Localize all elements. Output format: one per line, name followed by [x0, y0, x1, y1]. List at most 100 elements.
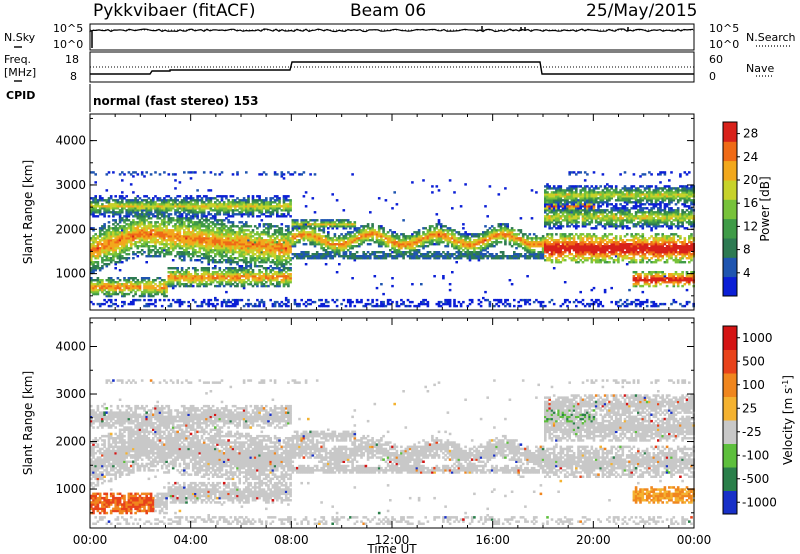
- power-heatmap-cell: [364, 225, 368, 228]
- power-heatmap-cell: [559, 201, 563, 204]
- power-heatmap-cell: [216, 253, 219, 256]
- power-heatmap-cell: [149, 225, 153, 228]
- power-heatmap-cell: [225, 273, 228, 276]
- power-heatmap-cell: [364, 255, 368, 258]
- power-heatmap-cell: [282, 199, 286, 202]
- power-heatmap-cell: [129, 233, 133, 236]
- power-heatmap-cell: [227, 259, 230, 262]
- power-heatmap-cell: [198, 229, 202, 232]
- power-heatmap-cell: [546, 259, 549, 262]
- power-heatmap-cell: [358, 237, 361, 240]
- power-heatmap-cell: [559, 193, 563, 196]
- power-heatmap-cell: [231, 195, 235, 198]
- power-heatmap-cell: [322, 241, 326, 244]
- power-heatmap-cell: [369, 243, 372, 246]
- power-heatmap-cell: [134, 227, 137, 230]
- power-heatmap-cell: [205, 195, 208, 198]
- power-heatmap-cell: [280, 259, 284, 262]
- power-heatmap-cell: [532, 251, 536, 254]
- power-heatmap-cell: [185, 237, 188, 240]
- power-heatmap-cell: [488, 304, 492, 308]
- power-heatmap-cell: [202, 279, 206, 282]
- power-heatmap-cell: [369, 302, 372, 306]
- power-heatmap-cell: [112, 281, 115, 284]
- power-heatmap-cell: [200, 239, 204, 242]
- power-heatmap-cell: [220, 261, 224, 264]
- power-heatmap-cell: [96, 249, 100, 252]
- power-heatmap-cell: [231, 259, 235, 262]
- power-heatmap-cell: [311, 241, 315, 244]
- power-heatmap-cell: [174, 209, 177, 212]
- power-heatmap-cell: [202, 271, 206, 274]
- power-heatmap-cell: [466, 245, 470, 248]
- power-heatmap-cell: [105, 201, 109, 204]
- power-heatmap-cell: [262, 231, 266, 234]
- power-heatmap-cell: [557, 243, 560, 246]
- power-heatmap-cell: [462, 239, 465, 242]
- power-heatmap-cell: [127, 279, 131, 282]
- power-heatmap-cell: [391, 257, 394, 260]
- power-heatmap-cell: [526, 237, 529, 240]
- power-heatmap-cell: [112, 251, 115, 254]
- power-heatmap-cell: [240, 227, 244, 230]
- power-heatmap-cell: [355, 229, 359, 232]
- power-heatmap-cell: [287, 199, 290, 202]
- power-heatmap-cell: [165, 201, 168, 204]
- power-heatmap-cell: [442, 237, 445, 240]
- power-heatmap-cell: [544, 189, 547, 192]
- power-heatmap-cell: [236, 237, 239, 240]
- power-heatmap-cell: [555, 223, 558, 226]
- power-heatmap-cell: [258, 211, 261, 214]
- power-heatmap-cell: [380, 237, 383, 240]
- power-heatmap-cell: [134, 298, 137, 302]
- power-heatmap-cell: [537, 251, 540, 254]
- power-heatmap-cell: [284, 302, 288, 306]
- power-heatmap-cell: [426, 235, 430, 238]
- power-heatmap-cell: [178, 217, 182, 220]
- power-heatmap-cell: [524, 255, 527, 258]
- power-heatmap-cell: [140, 245, 144, 248]
- power-heatmap-cell: [265, 243, 268, 246]
- power-heatmap-cell: [446, 237, 450, 240]
- power-heatmap-cell: [371, 237, 374, 240]
- power-heatmap-cell: [200, 217, 204, 220]
- power-heatmap-cell: [546, 195, 549, 198]
- power-heatmap-cell: [90, 243, 93, 246]
- power-heatmap-cell: [555, 191, 558, 194]
- power-heatmap-cell: [329, 251, 332, 254]
- power-heatmap-cell: [136, 207, 140, 210]
- power-heatmap-cell: [129, 183, 133, 186]
- power-heatmap-cell: [546, 199, 549, 202]
- power-heatmap-cell: [338, 243, 341, 246]
- power-heatmap-cell: [466, 251, 470, 254]
- power-heatmap-cell: [482, 231, 485, 234]
- power-heatmap-cell: [526, 241, 529, 244]
- power-heatmap-cell: [360, 243, 363, 246]
- power-heatmap-cell: [225, 247, 228, 250]
- power-heatmap-cell: [196, 233, 199, 236]
- power-heatmap-cell: [189, 235, 193, 238]
- power-heatmap-cell: [282, 277, 286, 280]
- power-heatmap-cell: [218, 211, 222, 214]
- power-heatmap-cell: [488, 233, 492, 236]
- power-heatmap-cell: [149, 207, 153, 210]
- power-heatmap-cell: [225, 261, 228, 264]
- power-heatmap-cell: [417, 237, 421, 240]
- power-heatmap-cell: [482, 239, 485, 242]
- power-heatmap-cell: [296, 233, 299, 236]
- power-heatmap-cell: [198, 235, 202, 238]
- power-heatmap-cell: [200, 302, 204, 306]
- power-heatmap-cell: [311, 257, 315, 260]
- power-heatmap-cell: [546, 215, 549, 218]
- power-heatmap-cell: [140, 207, 144, 210]
- power-heatmap-cell: [397, 247, 401, 250]
- power-heatmap-cell: [499, 300, 503, 304]
- power-heatmap-cell: [524, 247, 527, 250]
- power-heatmap-cell: [211, 245, 215, 248]
- power-heatmap-cell: [322, 304, 326, 308]
- power-heatmap-cell: [422, 237, 425, 240]
- power-heatmap-cell: [555, 211, 558, 214]
- power-heatmap-cell: [125, 292, 128, 296]
- power-heatmap-cell: [260, 259, 264, 262]
- power-heatmap-cell: [256, 245, 259, 248]
